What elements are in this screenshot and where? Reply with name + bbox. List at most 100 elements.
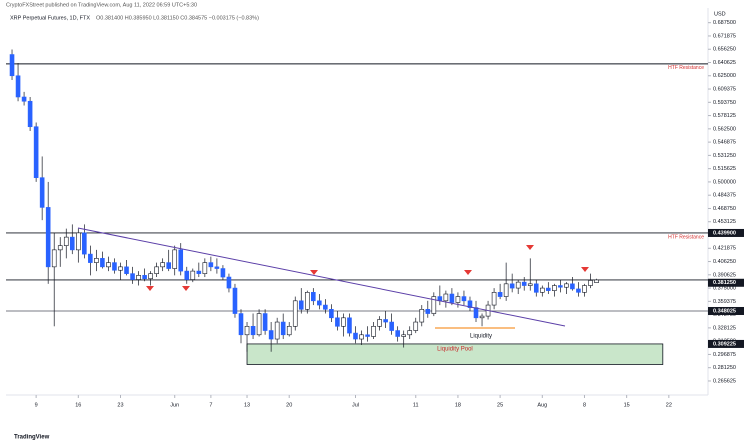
y-tick-label: 0.562500 [713,126,736,132]
candle-body [100,258,105,268]
candle-body [298,300,304,310]
price-label: 0.381250 [713,280,736,286]
candle-body [317,300,322,306]
x-tick-label: 22 [666,402,672,408]
x-tick-label: Jul [352,402,359,408]
candle-body [335,317,340,327]
symbol: XRP Perpetual Futures, 1D, FTX [10,15,90,21]
candle-body [9,54,15,77]
arrow [182,286,190,291]
x-tick-label: 7 [209,402,212,408]
candle-body [491,292,497,306]
candle-body [503,283,509,297]
footer: TradingView [14,435,50,441]
y-tick-label: 0.500000 [713,179,736,185]
candle-body [27,100,33,128]
liquidity-pool [246,343,664,365]
x-tick-label: 8 [583,402,586,408]
y-tick-label: 0.359375 [713,299,736,305]
arrows [146,245,589,291]
price-label: 0.348025 [713,308,736,314]
candle-body [106,262,111,268]
candle-body [419,309,425,323]
candle-body [473,307,479,319]
candle-body [304,292,310,310]
candle-body [533,283,539,293]
candle-body [413,321,419,331]
y-tick-label: 0.296875 [713,352,736,358]
y-tick-label: 0.687500 [713,20,736,26]
candle-body [323,304,328,310]
liquidity-pool-label: Liquidity Pool [437,347,473,353]
arrow [464,270,472,275]
candle-body [576,288,581,293]
candle-body [521,281,527,286]
candle-body [112,262,117,271]
y-tick-label: 0.406250 [713,259,736,265]
candle-body [262,313,268,331]
candle-body [401,334,406,337]
candle-body [124,266,129,274]
x-tick-label: 20 [286,402,292,408]
y-tick-label: 0.578125 [713,113,736,119]
candle-body [497,292,503,297]
y-tick-label: 0.671875 [713,33,736,39]
candle-body [280,321,286,336]
y-tick-label: 0.531250 [713,153,736,159]
candle-body [274,321,280,340]
candle-body [509,283,515,289]
y-tick-label: 0.468750 [713,206,736,212]
candle-body [552,285,557,291]
candle-body [527,283,533,286]
candle-body [467,300,473,308]
candle-body [286,325,292,336]
level-label: HTF Resistance [668,65,704,71]
y-tick-label: 0.390625 [713,272,736,278]
x-tick-label: 18 [455,402,461,408]
arrow [581,267,589,272]
y-tick-label: 0.546875 [713,140,736,146]
candle-body [588,280,593,286]
arrow [526,245,534,250]
x-tick-label: 25 [497,402,503,408]
candle-body [160,262,165,268]
candle-body [329,309,334,319]
candle-body [353,332,358,340]
trend-line [77,227,566,327]
y-tick-label: 0.640625 [713,60,736,66]
candle-body [220,268,226,278]
y-tick-label: 0.328125 [713,325,736,331]
candle-body [570,283,575,290]
level-label: HTF Resistance [668,234,704,240]
candle-body [190,270,196,280]
candle-body [39,177,45,208]
candle-body [558,285,563,288]
candle-body [196,270,202,274]
candle-body [539,287,545,293]
x-tick-label: 16 [75,402,81,408]
x-tick-label: 9 [35,402,38,408]
candle-body [76,232,81,251]
candle-body [244,325,250,336]
candle-body [57,245,63,251]
candle-body [431,296,437,314]
candle-body [455,296,461,303]
price-label-box [708,306,744,315]
candle-body [166,262,171,269]
candle-body [425,309,431,314]
x-tick-label: 13 [244,402,250,408]
x-tick-label: Jun [170,402,179,408]
y-tick-label: 0.515625 [713,166,736,172]
candle-body [136,275,141,280]
price-label-box [708,278,744,287]
y-tick-label: 0.421875 [713,246,736,252]
x-tick-label: 11 [413,402,419,408]
y-tick-label: 0.593750 [713,100,736,106]
x-tick-label: 23 [117,402,123,408]
candle-body [377,319,382,327]
candle-body [184,270,190,280]
candle-body [268,330,274,340]
candle-body [515,281,521,289]
